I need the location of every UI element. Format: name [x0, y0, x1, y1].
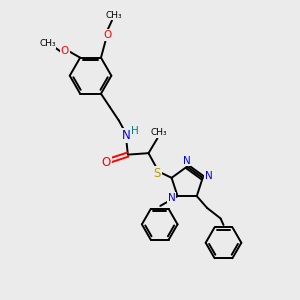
Text: N: N [205, 171, 212, 181]
Text: CH₃: CH₃ [39, 39, 56, 48]
Text: O: O [103, 30, 112, 40]
Text: CH₃: CH₃ [105, 11, 122, 20]
Text: H: H [131, 126, 138, 136]
Text: CH₃: CH₃ [150, 128, 166, 137]
Text: N: N [183, 156, 190, 166]
Text: S: S [154, 167, 161, 180]
Text: N: N [168, 193, 176, 202]
Text: O: O [61, 46, 69, 56]
Text: O: O [102, 156, 111, 169]
Text: N: N [122, 129, 130, 142]
